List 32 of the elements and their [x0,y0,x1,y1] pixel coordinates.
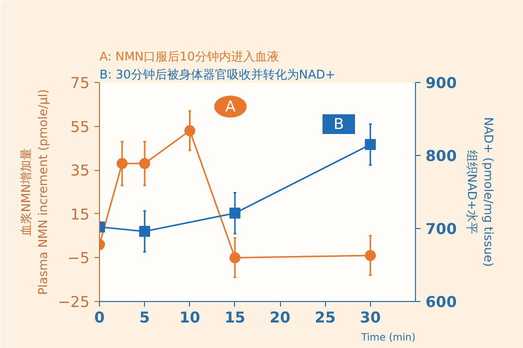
x-tick-label: 5 [139,308,150,326]
annotation: B [334,115,344,134]
point [364,250,376,261]
point [229,208,240,219]
point [364,139,376,150]
x-tick-label: 20 [270,308,291,326]
annotation: A [225,98,236,116]
x-tick-label: 0 [94,308,105,326]
y-tick-label: 75 [70,74,90,92]
x-tick-label: 25 [314,308,336,326]
y2-axis-title: NAD+ (pmole/mg tissue) 组织NAD+水平 [464,117,496,267]
y-tick-label: 15 [70,205,90,224]
x-axis-title: Time (min) [360,332,416,344]
point [116,158,128,170]
point [139,158,150,170]
x-tick-label: 10 [179,308,200,326]
point [184,125,196,136]
x-tick-label: 15 [224,308,246,326]
y2-tick-label: 900 [426,74,457,92]
y-tick-label: 55 [70,118,90,136]
y2-tick-label: 700 [426,220,457,238]
point [229,252,240,264]
y-tick-label: −25 [58,293,90,311]
point [139,226,150,237]
y-axis-title: 血浆NMN增加量 Plasma NMN increment (pmole/µl) [19,89,50,295]
y2-tick-label: 800 [426,147,457,165]
text: B: 30分钟后被身体器官吸收并转化为NAD+ [100,68,336,82]
y2-tick-label: 600 [426,293,457,311]
y-tick-label: 35 [70,162,90,180]
y-tick-label: −5 [67,249,90,268]
text: A: NMN口服后10分钟内进入血液 [100,50,279,64]
x-tick-label: 30 [360,308,381,326]
